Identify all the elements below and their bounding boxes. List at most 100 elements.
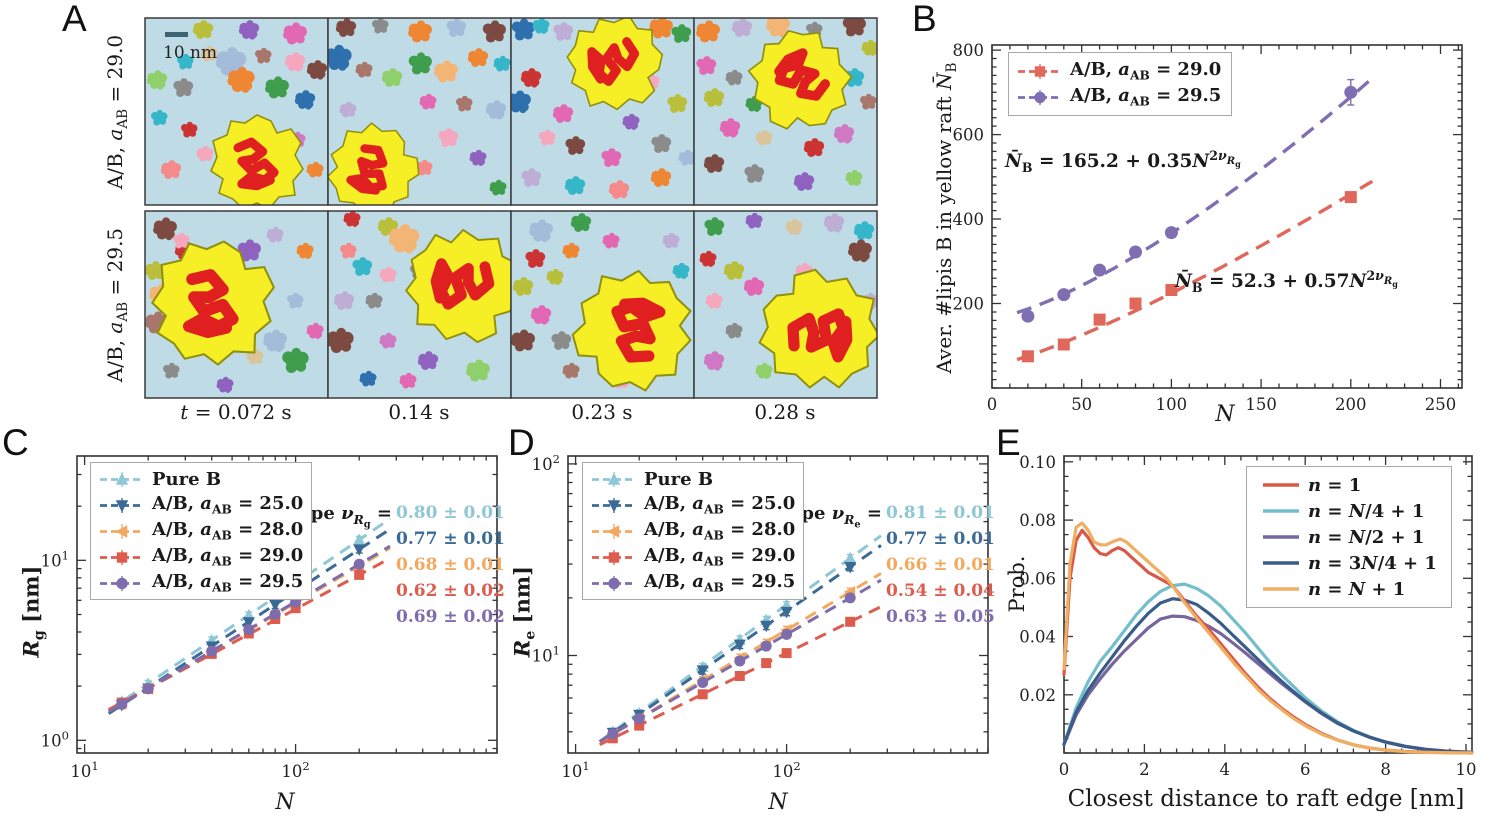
panel-e-series [1062,521,1474,755]
legend-line-sample [1263,587,1299,591]
legend-marker-sample [592,549,636,565]
legend-item: A/B, aAB = 29.5 [591,570,795,596]
panel-a-frame [694,211,877,398]
svg-text:250: 250 [1425,395,1457,414]
panel-c-ylabel: Rg [nm] [18,565,48,658]
svg-text:600: 600 [953,126,985,145]
legend-item-label: n = 3N/4 + 1 [1308,552,1437,574]
raft [566,18,664,111]
panel-a-row2-label: A/B, aAB = 29.5 [103,227,131,383]
svg-text:150: 150 [1245,395,1277,414]
raft [328,122,420,205]
slope-value: 0.68 ± 0.01 [396,555,505,575]
raft [210,114,304,205]
fit-line [1016,77,1374,315]
legend-item-label: A/B, aAB = 29.0 [644,545,796,569]
legend-item-label: n = N/4 + 1 [1308,500,1425,522]
legend-item: A/B, aAB = 29.0 [591,544,795,570]
scale-bar [165,32,188,37]
svg-text:0.10: 0.10 [1019,453,1056,472]
svg-text:8: 8 [1380,760,1391,779]
legend-item-label: A/B, aAB = 25.0 [152,493,304,517]
legend-item: A/B, aAB = 29.5 [1017,84,1221,110]
legend-item-label: A/B, aAB = 28.0 [152,519,304,543]
panel-e-xlabel: Closest distance to raft edge [nm] [1067,786,1465,812]
slope-value: 0.80 ± 0.01 [396,503,505,523]
legend-item: Pure B [99,466,303,492]
panel-d-letter: D [508,422,535,463]
legend-marker-sample [592,471,636,487]
legend-item: A/B, aAB = 29.5 [99,570,303,596]
legend-item: A/B, aAB = 25.0 [99,492,303,518]
legend-item-label: A/B, aAB = 29.5 [152,571,304,595]
raft [758,268,877,389]
time-label-2: 0.14 s [388,400,450,424]
legend-marker-sample [592,575,636,591]
svg-text:100: 100 [1156,395,1188,414]
svg-text:101: 101 [561,759,589,781]
fit-line [1016,179,1374,362]
distribution-curve [1062,521,1474,755]
raft [571,269,692,392]
svg-text:0.04: 0.04 [1019,628,1056,647]
legend-item: A/B, aAB = 25.0 [591,492,795,518]
panel-a-frame [511,211,694,398]
panel-b-xlabel: N [1215,402,1235,427]
panel-b-fit-annotation-red: N̄B = 52.3 + 0.57N2νRg [1175,268,1398,295]
legend-item-label: A/B, aAB = 29.5 [1070,85,1222,109]
svg-text:10: 10 [1456,760,1477,779]
panel-c-legend: Pure B A/B, aAB = 25.0 A/B, aAB = 28.0 A/B,… [90,462,313,600]
legend-item-label: A/B, aAB = 28.0 [644,519,796,543]
legend-item: n = N + 1 [1261,576,1437,602]
legend-line-sample [1263,535,1299,539]
raft [150,240,276,366]
slope-value: 0.77 ± 0.01 [886,529,995,549]
legend-item: A/B, aAB = 28.0 [591,518,795,544]
svg-text:0: 0 [987,395,998,414]
legend-marker-sample [100,497,144,513]
legend-item: A/B, aAB = 28.0 [99,518,303,544]
svg-text:50: 50 [1071,395,1092,414]
legend-item-label: n = 1 [1308,474,1362,496]
series-line [599,605,882,747]
legend-item-label: Pure B [152,468,222,490]
panel-b-fit-annotation-purple: N̄B = 165.2 + 0.35N2νRg [1005,148,1241,175]
slope-value: 0.69 ± 0.02 [396,607,505,627]
panel-a-letter: A [62,0,87,39]
legend-item: A/B, aAB = 29.0 [1017,58,1221,84]
svg-text:102: 102 [281,759,309,781]
panel-e-ylabel: Prob. [1005,555,1029,613]
panel-a-frame [328,211,511,398]
slope-value: 0.63 ± 0.05 [886,607,995,627]
legend-item-label: Pure B [644,468,714,490]
svg-text:2: 2 [1139,760,1150,779]
panel-b-legend: A/B, aAB = 29.0 A/B, aAB = 29.5 [1008,52,1233,116]
legend-marker-sample [100,523,144,539]
panel-b-letter: B [912,0,937,39]
panel-b-ylabel: Aver. #lipis B in yellow raft N̄B [932,62,960,374]
series-line [598,534,882,743]
panel-d-series [598,534,882,747]
svg-text:100: 100 [41,728,69,750]
slope-value: 0.54 ± 0.04 [886,581,995,601]
panel-a-frame [145,211,328,398]
svg-text:200: 200 [1335,395,1367,414]
legend-item-label: A/B, aAB = 29.5 [644,571,796,595]
time-label-1: t = 0.072 s [180,400,292,424]
svg-text:102: 102 [772,759,800,781]
panel-c-letter: C [2,422,29,463]
legend-line-sample [1263,509,1299,513]
legend-marker-sample [1018,63,1062,79]
panel-d-ylabel: Re [nm] [509,566,539,658]
raft [404,228,511,344]
legend-marker-sample [592,523,636,539]
panel-a-snapshots: 10 nm [144,17,878,399]
legend-marker-sample [592,497,636,513]
legend-item-label: n = N + 1 [1308,578,1406,600]
legend-line-sample [1263,561,1299,565]
legend-item: n = 1 [1261,472,1437,498]
distribution-curve [1062,597,1474,755]
legend-line-sample [1263,483,1299,487]
svg-text:101: 101 [70,759,98,781]
panel-c-series [107,517,391,715]
